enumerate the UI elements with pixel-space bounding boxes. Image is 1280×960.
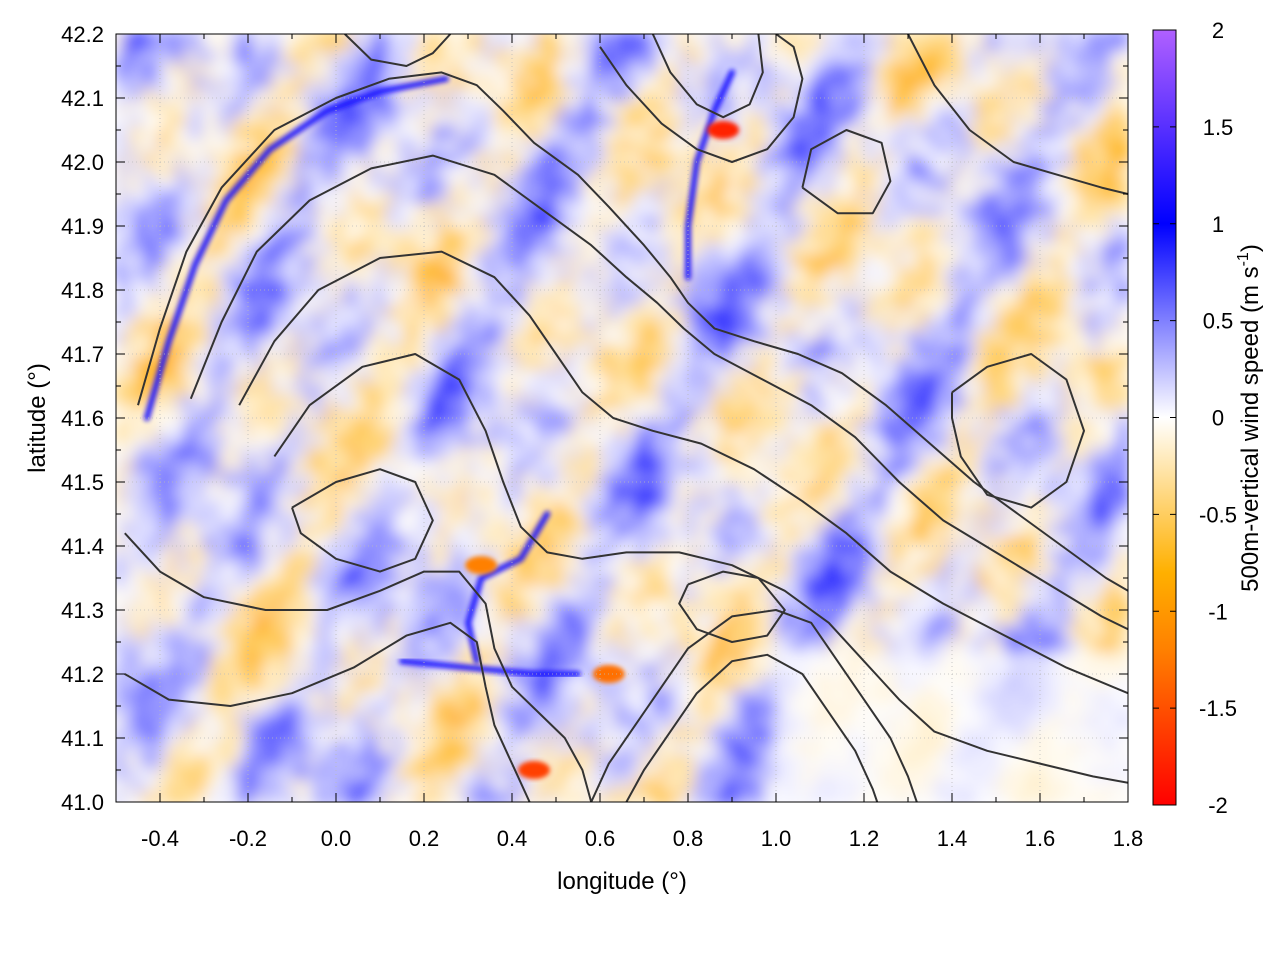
heatmap-cell: [116, 261, 127, 281]
heatmap-cell: [116, 146, 127, 166]
plot-area: -0.4 -0.2 0.0 0.2 0.4 0.6 0.8 1.0 1.2 1.4 1.6 1.8 4…: [61, 22, 1143, 851]
heatmap-cell: [116, 632, 127, 652]
heatmap-cell: [116, 581, 127, 601]
heatmap-cell: [116, 670, 127, 690]
heatmap-cell: [116, 427, 127, 447]
heatmap-cell: [116, 222, 127, 242]
heatmap-cell: [116, 747, 127, 767]
heatmap-field: [116, 34, 1128, 802]
heatmap-cell: [116, 210, 127, 230]
heatmap-cell: [116, 402, 127, 422]
heatmap-cell: [116, 120, 127, 140]
heatmap-cell: [116, 235, 127, 255]
heatmap-cell: [116, 338, 127, 358]
heatmap-cell: [116, 363, 127, 383]
heatmap-cell: [116, 34, 127, 50]
heatmap-cell: [116, 184, 127, 204]
heatmap-cell: [116, 94, 127, 114]
heatmap-cell: [116, 555, 127, 575]
heatmap-cell: [116, 517, 127, 537]
heatmap-cell: [116, 722, 127, 742]
heatmap-cell: [116, 696, 127, 716]
heatmap-cell: [116, 171, 127, 191]
heatmap-cell: [116, 325, 127, 345]
heatmap-cell: [116, 248, 127, 268]
heatmap-cell: [116, 69, 127, 89]
heatmap-cell: [116, 389, 127, 409]
heatmap-cell: [116, 158, 127, 178]
heatmap-cell: [116, 619, 127, 639]
heatmap-cell: [116, 56, 127, 76]
heatmap-cell: [116, 376, 127, 396]
heatmap-cell: [116, 658, 127, 678]
heatmap-cell: [116, 274, 127, 294]
heatmap-cell: [116, 606, 127, 626]
heatmap-cell: [116, 504, 127, 524]
heatmap-cell: [116, 786, 127, 802]
heatmap-cell: [116, 107, 127, 127]
heatmap-cell: [116, 568, 127, 588]
heatmap-cell: [116, 709, 127, 729]
heatmap-cell: [116, 760, 127, 780]
heatmap-cell: [116, 414, 127, 434]
heatmap-cell: [116, 299, 127, 319]
heatmap-cell: [116, 453, 127, 473]
heatmap-cell: [116, 286, 127, 306]
heatmap-cell: [116, 734, 127, 754]
heatmap-cell: [116, 773, 127, 793]
heatmap-cell: [116, 133, 127, 153]
heatmap-cell: [116, 43, 127, 63]
heatmap-cell: [116, 478, 127, 498]
heatmap-cell: [116, 645, 127, 665]
heatmap-cell: [116, 683, 127, 703]
heatmap-cell: [116, 530, 127, 550]
heatmap-cell: [116, 312, 127, 332]
heatmap-cell: [116, 82, 127, 102]
heatmap-cell: [116, 197, 127, 217]
heatmap-cells: [116, 34, 1128, 802]
heatmap-cell: [116, 440, 127, 460]
heatmap-cell: [116, 542, 127, 562]
heatmap-cell: [116, 350, 127, 370]
heatmap-cell: [116, 491, 127, 511]
heatmap-cell: [116, 466, 127, 486]
heatmap-cell: [116, 594, 127, 614]
